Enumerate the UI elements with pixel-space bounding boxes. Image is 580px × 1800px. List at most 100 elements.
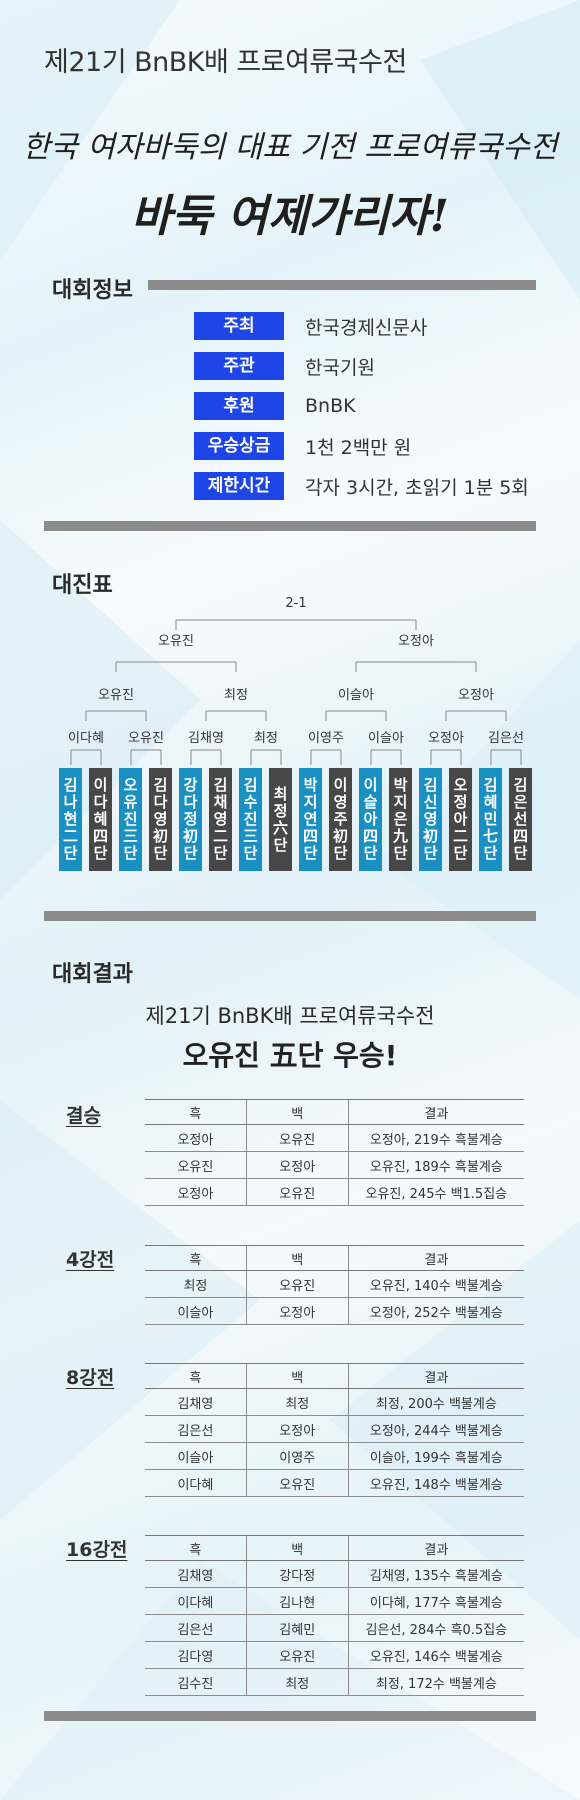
table-row: 오정아 오유진 오유진, 245수 백1.5집승 bbox=[145, 1179, 524, 1206]
info-value: BnBK bbox=[305, 395, 356, 417]
info-value: 한국경제신문사 bbox=[305, 313, 427, 340]
info-value: 한국기원 bbox=[305, 353, 375, 380]
round16-winner: 이슬아 bbox=[368, 731, 404, 746]
round-label-semifinal: 4강전 bbox=[66, 1245, 114, 1272]
player-card: 김신영初단 bbox=[419, 768, 442, 871]
info-row-sponsor: 후원 BnBK bbox=[194, 392, 356, 420]
info-label: 우승상금 bbox=[194, 432, 284, 460]
player-card: 이슬아四단 bbox=[359, 768, 382, 871]
white-player: 오유진 bbox=[246, 1642, 348, 1669]
black-player: 김은선 bbox=[145, 1416, 246, 1443]
column-header-result: 결과 bbox=[348, 1536, 524, 1561]
game-result: 오정아, 252수 백불계승 bbox=[348, 1298, 524, 1325]
column-header-black: 흑 bbox=[145, 1536, 246, 1561]
info-label: 후원 bbox=[194, 392, 284, 420]
white-player: 오유진 bbox=[246, 1271, 348, 1298]
game-result: 오정아, 219수 흑불계승 bbox=[348, 1125, 524, 1152]
table-row: 김채영 강다정 김채영, 135수 흑불계승 bbox=[145, 1561, 524, 1588]
white-player: 오정아 bbox=[246, 1416, 348, 1443]
info-row-prize: 우승상금 1천 2백만 원 bbox=[194, 432, 411, 460]
round-label-quarterfinal: 8강전 bbox=[66, 1363, 114, 1390]
black-player: 이슬아 bbox=[145, 1298, 246, 1325]
white-player: 이영주 bbox=[246, 1443, 348, 1470]
page-title: 제21기 BnBK배 프로여류국수전 bbox=[44, 40, 407, 79]
finalist-name: 오유진 bbox=[158, 634, 194, 649]
game-result: 오유진, 140수 백불계승 bbox=[348, 1271, 524, 1298]
semifinal-winner: 오정아 bbox=[458, 688, 494, 703]
player-card: 박지은九단 bbox=[389, 768, 412, 871]
player-card: 김채영二단 bbox=[209, 768, 232, 871]
game-result: 최정, 172수 백불계승 bbox=[348, 1669, 524, 1696]
black-player: 오정아 bbox=[145, 1125, 246, 1152]
player-card: 박지연四단 bbox=[299, 768, 322, 871]
white-player: 오정아 bbox=[246, 1152, 348, 1179]
round-label-final: 결승 bbox=[66, 1101, 101, 1128]
game-result: 이다혜, 177수 흑불계승 bbox=[348, 1588, 524, 1615]
column-header-black: 흑 bbox=[145, 1100, 246, 1125]
black-player: 이다혜 bbox=[145, 1470, 246, 1497]
white-player: 강다정 bbox=[246, 1561, 348, 1588]
table-row: 김수진 최정 최정, 172수 백불계승 bbox=[145, 1669, 524, 1696]
column-header-white: 백 bbox=[246, 1364, 348, 1389]
semifinal-winner: 이슬아 bbox=[338, 688, 374, 703]
table-row: 김다영 오유진 오유진, 146수 백불계승 bbox=[145, 1642, 524, 1669]
game-result: 이슬아, 199수 흑불계승 bbox=[348, 1443, 524, 1470]
round16-winner: 최정 bbox=[254, 731, 278, 746]
white-player: 최정 bbox=[246, 1669, 348, 1696]
table-row: 이다혜 오유진 오유진, 148수 백불계승 bbox=[145, 1470, 524, 1497]
table-row: 김은선 김혜민 김은선, 284수 흑0.5집승 bbox=[145, 1615, 524, 1642]
column-header-result: 결과 bbox=[348, 1364, 524, 1389]
results-table-round16: 흑 백 결과 김채영 강다정 김채영, 135수 흑불계승 이다혜 김나현 이다혜, 1… bbox=[145, 1535, 524, 1696]
table-row: 김채영 최정 최정, 200수 백불계승 bbox=[145, 1389, 524, 1416]
white-player: 김나현 bbox=[246, 1588, 348, 1615]
section-divider bbox=[148, 280, 536, 290]
player-card: 김나현二단 bbox=[59, 768, 82, 871]
table-row: 이슬아 오정아 오정아, 252수 백불계승 bbox=[145, 1298, 524, 1325]
black-player: 이슬아 bbox=[145, 1443, 246, 1470]
table-row: 이슬아 이영주 이슬아, 199수 흑불계승 bbox=[145, 1443, 524, 1470]
round16-winner: 김채영 bbox=[188, 731, 224, 746]
semifinal-winner: 최정 bbox=[224, 688, 248, 703]
white-player: 최정 bbox=[246, 1389, 348, 1416]
round16-winner: 이영주 bbox=[308, 731, 344, 746]
section-divider bbox=[44, 1711, 536, 1721]
column-header-result: 결과 bbox=[348, 1246, 524, 1271]
info-value: 1천 2백만 원 bbox=[305, 433, 411, 460]
game-result: 최정, 200수 백불계승 bbox=[348, 1389, 524, 1416]
results-table-quarterfinal: 흑 백 결과 김채영 최정 최정, 200수 백불계승 김은선 오정아 오정아, 244… bbox=[145, 1363, 524, 1497]
game-result: 오정아, 244수 백불계승 bbox=[348, 1416, 524, 1443]
finalist-name: 오정아 bbox=[398, 634, 434, 649]
info-row-time-limit: 제한시간 각자 3시간, 초읽기 1분 5회 bbox=[194, 472, 529, 500]
white-player: 오정아 bbox=[246, 1298, 348, 1325]
table-row: 이다혜 김나현 이다혜, 177수 흑불계승 bbox=[145, 1588, 524, 1615]
info-label: 주관 bbox=[194, 352, 284, 380]
black-player: 김다영 bbox=[145, 1642, 246, 1669]
info-row-organizer: 주관 한국기원 bbox=[194, 352, 375, 380]
info-value: 각자 3시간, 초읽기 1분 5회 bbox=[305, 473, 529, 500]
game-result: 오유진, 245수 백1.5집승 bbox=[348, 1179, 524, 1206]
black-player: 이다혜 bbox=[145, 1588, 246, 1615]
player-card: 강다정初단 bbox=[179, 768, 202, 871]
table-row: 김은선 오정아 오정아, 244수 백불계승 bbox=[145, 1416, 524, 1443]
column-header-black: 흑 bbox=[145, 1246, 246, 1271]
black-player: 김채영 bbox=[145, 1389, 246, 1416]
info-section-title: 대회정보 bbox=[52, 272, 133, 304]
game-result: 오유진, 146수 백불계승 bbox=[348, 1642, 524, 1669]
table-row: 오유진 오정아 오유진, 189수 흑불계승 bbox=[145, 1152, 524, 1179]
black-player: 김채영 bbox=[145, 1561, 246, 1588]
final-score: 2-1 bbox=[285, 596, 306, 611]
player-card: 김은선四단 bbox=[509, 768, 532, 871]
black-player: 오유진 bbox=[145, 1152, 246, 1179]
game-result: 김채영, 135수 흑불계승 bbox=[348, 1561, 524, 1588]
black-player: 김수진 bbox=[145, 1669, 246, 1696]
player-card: 오정아二단 bbox=[449, 768, 472, 871]
results-table-final: 흑 백 결과 오정아 오유진 오정아, 219수 흑불계승 오유진 오정아 오유진, 1… bbox=[145, 1099, 524, 1206]
player-card: 이영주初단 bbox=[329, 768, 352, 871]
white-player: 김혜민 bbox=[246, 1615, 348, 1642]
player-card: 김다영初단 bbox=[149, 768, 172, 871]
white-player: 오유진 bbox=[246, 1470, 348, 1497]
game-result: 김은선, 284수 흑0.5집승 bbox=[348, 1615, 524, 1642]
player-card: 오유진三단 bbox=[119, 768, 142, 871]
game-result: 오유진, 148수 백불계승 bbox=[348, 1470, 524, 1497]
player-card: 이다혜四단 bbox=[89, 768, 112, 871]
